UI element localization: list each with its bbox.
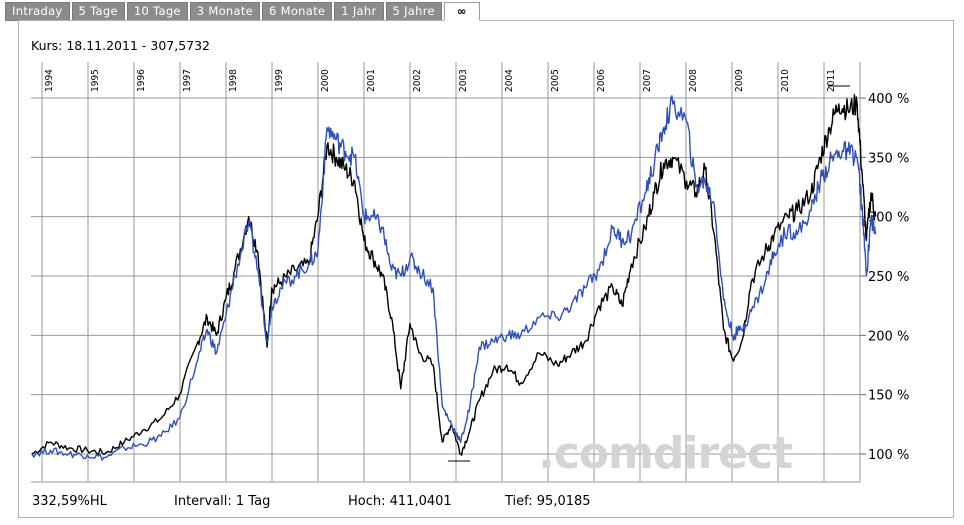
price-label: Kurs: 18.11.2011 - 307,5732 [31,38,211,53]
year-label: 1997 [182,69,193,92]
y-tick-label: 300 % [868,211,909,226]
series-line-black [31,93,877,456]
year-label: 2000 [320,69,331,92]
year-label: 2005 [550,69,561,92]
interval-value: Intervall: 1 Tag [174,494,271,509]
chart-panel [18,20,954,518]
year-label: 1998 [228,69,239,92]
year-label: 2010 [780,69,791,92]
year-label: 2003 [458,69,469,92]
year-label: 2009 [734,69,745,92]
high-value: Hoch: 411,0401 [348,494,452,509]
year-label: 2008 [688,69,699,92]
year-label: 1999 [274,69,285,92]
year-label: 2002 [412,69,423,92]
year-label: 1995 [90,69,101,92]
year-label: 2001 [366,69,377,92]
tab-all-time[interactable]: ∞ [443,2,480,21]
tab-5-tage[interactable]: 5 Tage [71,2,125,21]
y-axis-ticks: 100 % 150 % 200 % 250 % 300 % 350 % 400 % [868,92,909,463]
year-labels: 1994 1995 1996 1997 1998 1999 2000 2001 2002 2003… [44,69,837,92]
period-tabs: Intraday 5 Tage 10 Tage 3 Monate 6 Monat… [5,2,482,21]
tab-10-tage[interactable]: 10 Tage [126,2,188,21]
comdirect-watermark: .comdirect [538,428,793,479]
y-tick-label: 100 % [868,448,909,463]
year-label: 1996 [136,69,147,92]
series-line-blue [31,95,877,461]
y-tick-label: 250 % [868,270,909,285]
y-tick-label: 200 % [868,329,909,344]
year-label: 2011 [826,69,837,92]
year-label: 2006 [596,69,607,92]
tab-1-jahr[interactable]: 1 Jahr [334,2,384,21]
series-lines [31,93,877,461]
y-tick-label: 150 % [868,389,909,404]
low-value: Tief: 95,0185 [505,494,591,509]
year-label: 2004 [504,69,515,92]
y-tick-label: 350 % [868,151,909,166]
performance-value: 332,59%HL [32,494,107,509]
year-label: 2007 [642,69,653,92]
chart-grid [31,62,866,483]
y-tick-label: 400 % [868,92,909,107]
year-label: 1994 [44,69,55,92]
